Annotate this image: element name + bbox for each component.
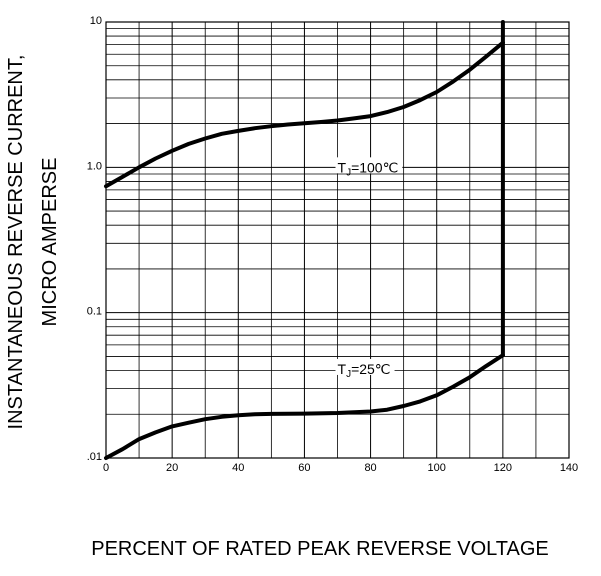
x-tick-label: 60 xyxy=(298,462,310,474)
x-tick-label: 80 xyxy=(364,462,376,474)
series-label-1: TJ=25℃ xyxy=(338,361,391,380)
y-tick-label: 0.1 xyxy=(87,306,102,318)
x-tick-label: 0 xyxy=(103,462,109,474)
y-tick-label: 1.0 xyxy=(87,160,102,172)
y-axis-title-line1: INSTANTANEOUS REVERSE CURRENT, xyxy=(5,55,27,430)
y-tick-label: .01 xyxy=(87,451,102,463)
y-axis-title-line2: MICRO AMPERSE xyxy=(39,158,61,327)
curves xyxy=(104,20,505,460)
series-label-bg xyxy=(335,358,395,375)
x-axis-title: PERCENT OF RATED PEAK REVERSE VOLTAGE xyxy=(91,538,549,560)
plot-frame xyxy=(105,21,570,459)
x-tick-label: 120 xyxy=(494,462,512,474)
grid xyxy=(105,21,570,459)
x-tick-label: 40 xyxy=(232,462,244,474)
annotations: TJ=100℃ TJ=25℃ xyxy=(335,157,403,380)
series-line-1 xyxy=(104,353,505,460)
series-label-bg xyxy=(335,157,403,174)
x-tick-label: 140 xyxy=(560,462,578,474)
x-tick-label: 20 xyxy=(166,462,178,474)
series-line-0 xyxy=(104,40,505,189)
y-tick-label: 10 xyxy=(90,15,102,27)
tick-labels: 0 20 40 60 80 100 120 140 10 1.0 0.1 .01 xyxy=(87,15,578,474)
series-label-0: TJ=100℃ xyxy=(338,159,399,178)
x-tick-label: 100 xyxy=(428,462,446,474)
